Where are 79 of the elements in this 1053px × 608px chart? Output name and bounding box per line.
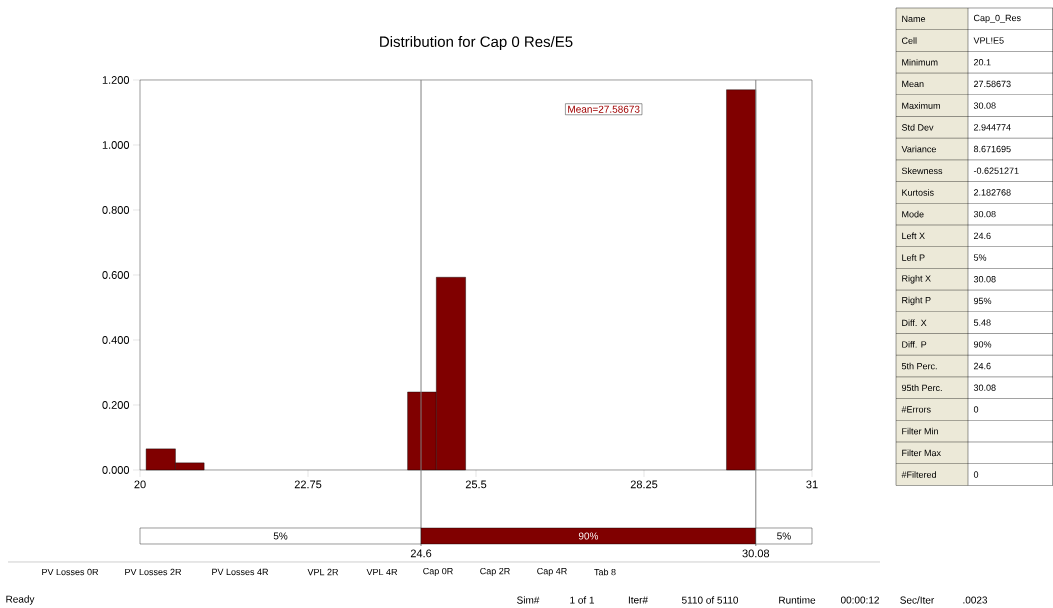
category-label: Skewness <box>901 167 943 175</box>
text: 30.08 <box>973 210 996 218</box>
x-tick-label: 22.75 <box>294 480 322 489</box>
category-label: Left X <box>902 232 925 240</box>
text: 00:00:12 <box>840 596 879 604</box>
text: 1 of 1 <box>570 596 595 604</box>
text: 95% <box>973 297 992 305</box>
text: Runtime <box>779 596 816 604</box>
category-label: Maximum <box>902 102 940 109</box>
category-label: Minimum <box>902 58 938 66</box>
category-label: PV Losses 0R <box>42 568 99 576</box>
text: 5% <box>777 532 791 540</box>
text: 30.08 <box>973 384 996 391</box>
category-label: 95th Perc. <box>901 384 942 392</box>
text: 2.182768 <box>973 189 1011 196</box>
text: VPL!E5 <box>973 37 1004 44</box>
text: 0 <box>973 406 979 413</box>
text: Iter# <box>628 596 648 604</box>
x-tick-label: 20 <box>134 480 146 489</box>
category-label: Mode <box>902 210 924 218</box>
y-tick-label: 0.800 <box>102 206 130 214</box>
text: 8.671695 <box>973 145 1011 153</box>
y-tick-label: 1.200 <box>102 76 130 84</box>
category-label: Variance <box>901 145 936 153</box>
text: 30.08 <box>973 276 996 283</box>
ref-line-label: 24.6 <box>410 549 432 558</box>
ref-line-label: 30.08 <box>742 549 770 558</box>
text: Sim# <box>517 596 540 604</box>
category-label: #Filtered <box>901 471 936 478</box>
y-tick-label: 0.400 <box>102 336 130 344</box>
y-tick-label: 0.000 <box>102 466 130 474</box>
y-tick-label: 0.600 <box>102 271 130 279</box>
text: 5% <box>973 254 987 261</box>
category-label: Filter Max <box>902 449 941 457</box>
category-label: Diff. P <box>902 341 927 348</box>
category-label: Filter Min <box>902 427 938 435</box>
x-tick-label: 25.5 <box>465 480 487 489</box>
category-label: Left P <box>902 254 925 261</box>
x-tick-label: 28.25 <box>630 480 658 489</box>
text: 2.944774 <box>973 124 1011 131</box>
category-label: Name <box>902 15 926 22</box>
category-label: Diff. X <box>902 319 927 326</box>
category-label: Mean <box>902 80 924 88</box>
category-label: PV Losses 4R <box>212 568 269 576</box>
annotation: Mean=27.58673 <box>568 105 640 113</box>
text: 20.1 <box>973 59 991 66</box>
category-label: Std Dev <box>901 124 934 131</box>
text: 27.58673 <box>973 80 1011 88</box>
category-label: Cap 4R <box>537 567 567 577</box>
text: 30.08 <box>973 102 996 109</box>
category-label: Tab 8 <box>594 568 616 576</box>
text: 0 <box>973 471 979 478</box>
category-label: Cap 2R <box>480 567 510 577</box>
text: .0023 <box>963 596 988 604</box>
category-label: 5th Perc. <box>901 362 937 370</box>
category-label: Cap 0R <box>423 567 453 577</box>
category-label: Kurtosis <box>902 189 934 196</box>
category-label: VPL 2R <box>307 568 339 576</box>
text: Sec/Iter <box>900 596 935 604</box>
y-tick-label: 1.000 <box>102 141 130 149</box>
text: -0.6251271 <box>973 167 1019 174</box>
y-tick-label: 0.200 <box>102 401 130 409</box>
category-label: Right P <box>902 296 931 306</box>
x-tick-label: 31 <box>806 480 818 489</box>
text: Cap_0_Res <box>973 14 1021 23</box>
category-label: PV Losses 2R <box>125 568 182 576</box>
category-label: Right X <box>902 275 931 284</box>
chart-title: Distribution for Cap 0 Res/E5 <box>380 35 573 50</box>
text: 24.6 <box>973 362 991 370</box>
text: Ready <box>6 595 35 605</box>
category-label: #Errors <box>901 406 931 413</box>
category-label: Cell <box>901 37 917 44</box>
text: 5% <box>273 532 288 540</box>
text: 5110 of 5110 <box>681 596 739 604</box>
text: 90% <box>578 532 599 540</box>
text: 24.6 <box>973 232 991 240</box>
category-label: VPL 4R <box>366 568 398 576</box>
text: 90% <box>973 341 992 348</box>
text: 5.48 <box>973 319 991 326</box>
